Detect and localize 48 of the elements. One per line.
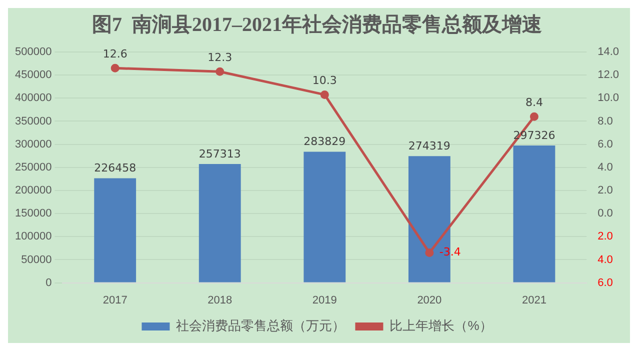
bar	[304, 152, 346, 282]
data-label: 283829	[304, 135, 346, 148]
y-tick-label: 200000	[14, 184, 52, 197]
x-tick-label: 2018	[208, 294, 232, 306]
bar	[198, 164, 241, 282]
y2-tick-label: 6.0	[598, 276, 613, 289]
data-label: 12.6	[102, 48, 128, 61]
y2-tick-label: 12.0	[598, 69, 620, 82]
x-tick-label: 2019	[312, 294, 337, 306]
y2-tick-label: 10.0	[598, 92, 620, 104]
legend-label: 比上年增长（%）	[390, 318, 492, 334]
y-tick-label: 50000	[21, 254, 52, 266]
point	[110, 64, 120, 72]
y-tick-label: 0	[46, 276, 52, 289]
y-tick-label: 400000	[14, 92, 52, 104]
y-tick-label: 300000	[14, 138, 52, 150]
y-tick-label: 450000	[14, 69, 52, 82]
chart-title: 图7 南涧县2017–2021年社会消费品零售总额及增速	[92, 13, 542, 36]
point	[216, 67, 224, 76]
y2-tick-label: 4.0	[598, 254, 613, 266]
y2-tick-label: 4.0	[598, 161, 613, 174]
y2-tick-label: 6.0	[598, 138, 613, 150]
data-label: -3.4	[439, 246, 461, 259]
data-label: 274319	[408, 140, 450, 153]
point	[320, 90, 329, 99]
y2-tick-label: 14.0	[598, 46, 620, 58]
y-tick-label: 500000	[14, 46, 52, 58]
y-tick-label: 350000	[14, 115, 52, 128]
point	[425, 248, 434, 258]
x-tick-label: 2021	[522, 294, 546, 306]
data-label: 12.3	[208, 50, 232, 64]
y2-tick-label: 8.0	[598, 115, 613, 128]
x-tick-label: 2017	[102, 294, 128, 306]
data-label: 257313	[198, 147, 241, 160]
legend-label: 社会消费品零售总额（万元）	[176, 318, 346, 334]
y2-tick-label: 0.0	[598, 208, 613, 220]
bar	[94, 178, 136, 282]
y2-tick-label: 2.0	[598, 230, 613, 243]
y-tick-label: 250000	[14, 161, 52, 174]
y-tick-label: 100000	[14, 230, 52, 243]
bar	[513, 146, 556, 282]
x-tick-label: 2020	[417, 294, 442, 306]
data-label: 226458	[94, 162, 136, 175]
y2-tick-label: 2.0	[598, 184, 613, 197]
y-tick-label: 150000	[14, 208, 52, 220]
data-label: 8.4	[525, 96, 543, 109]
point	[530, 112, 538, 121]
data-label: 10.3	[312, 74, 337, 88]
